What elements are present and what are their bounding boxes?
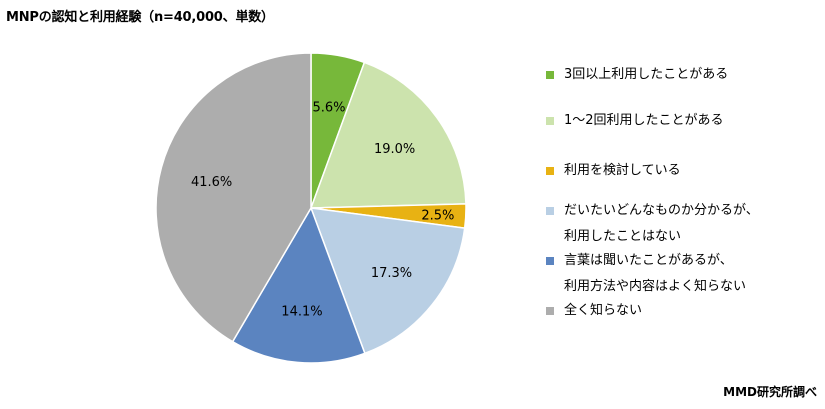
legend-swatch-0 bbox=[546, 71, 554, 79]
legend-label-3-1: 利用したことはない bbox=[564, 229, 682, 244]
legend-swatch-1 bbox=[546, 117, 554, 125]
legend-item-2: 利用を検討している bbox=[546, 162, 816, 180]
legend-label-2-0: 利用を検討している bbox=[564, 163, 681, 178]
legend-item-4: 言葉は聞いたことがあるが、 利用方法や内容はよく知らない bbox=[546, 252, 816, 296]
slice-label-5: 41.6% bbox=[191, 175, 232, 190]
slice-label-3: 17.3% bbox=[371, 266, 412, 281]
slice-label-4: 14.1% bbox=[281, 305, 322, 320]
pie-slice-1 bbox=[309, 61, 467, 209]
slice-label-2: 2.5% bbox=[421, 209, 454, 224]
source-note: MMD研究所調べ bbox=[723, 385, 817, 399]
legend-item-1: 1～2回利用したことがある bbox=[546, 112, 816, 130]
legend-label-4-0: 言葉は聞いたことがあるが、 bbox=[564, 253, 733, 268]
legend-swatch-4 bbox=[546, 257, 554, 265]
legend-item-5: 全く知らない bbox=[546, 302, 816, 320]
pie-slice-3 bbox=[309, 207, 466, 355]
legend-item-3: だいたいどんなものか分かるが、 利用したことはない bbox=[546, 202, 816, 246]
slice-label-1: 19.0% bbox=[374, 142, 415, 157]
legend-label-0-0: 3回以上利用したことがある bbox=[564, 67, 729, 82]
legend-swatch-2 bbox=[546, 167, 554, 175]
legend-item-0: 3回以上利用したことがある bbox=[546, 66, 816, 84]
legend-label-3-0: だいたいどんなものか分かるが、 bbox=[564, 203, 759, 218]
chart-title: MNPの認知と利用経験（n=40,000、単数） bbox=[6, 10, 274, 25]
pie-slice-5 bbox=[155, 52, 312, 343]
legend-label-1-0: 1～2回利用したことがある bbox=[564, 113, 724, 128]
legend-swatch-5 bbox=[546, 307, 554, 315]
pie-slice-4 bbox=[231, 206, 366, 364]
legend-label-4-1: 利用方法や内容はよく知らない bbox=[564, 279, 747, 294]
legend-swatch-3 bbox=[546, 207, 554, 215]
legend: 3回以上利用したことがある 1～2回利用したことがある 利用を検討しているだいたいど… bbox=[546, 66, 816, 320]
legend-label-5-0: 全く知らない bbox=[564, 303, 643, 318]
slice-label-0: 5.6% bbox=[312, 101, 345, 116]
